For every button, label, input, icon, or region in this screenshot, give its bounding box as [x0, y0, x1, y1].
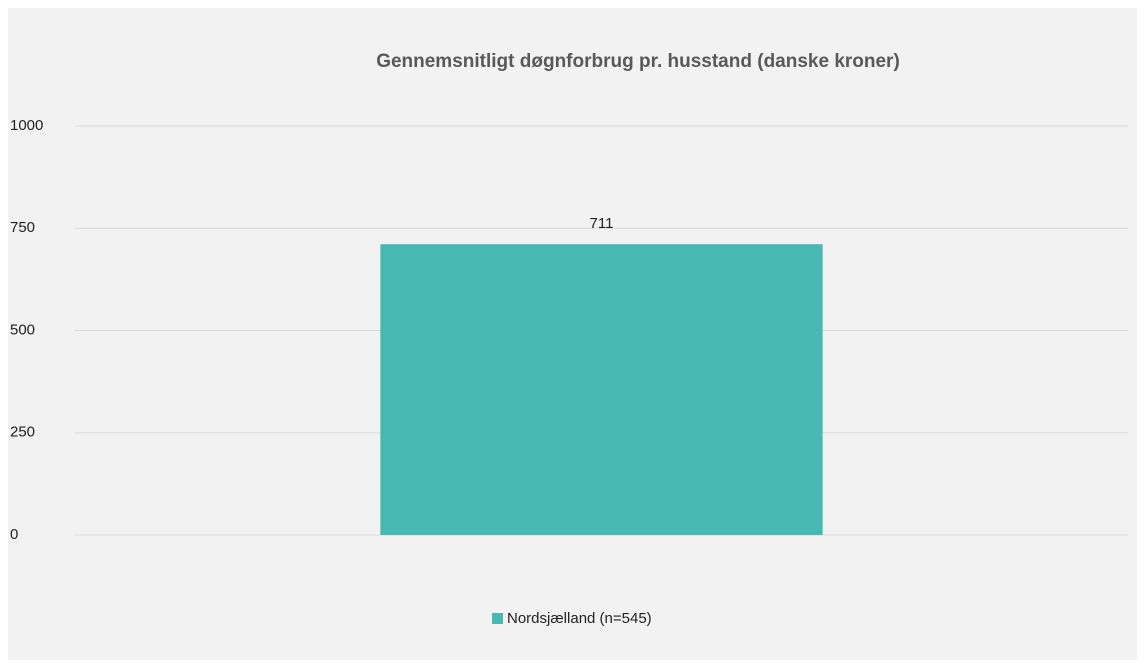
y-tick-label: 250: [10, 424, 35, 441]
y-tick-label: 0: [10, 526, 18, 543]
y-tick-label: 1000: [10, 117, 43, 134]
legend-swatch: [492, 613, 503, 624]
data-label: 711: [590, 215, 614, 232]
y-tick-label: 750: [10, 219, 35, 236]
chart-title: Gennemsnitligt døgnforbrug pr. husstand …: [376, 51, 900, 72]
y-tick-label: 500: [10, 321, 35, 338]
bar: [380, 244, 823, 536]
legend-label: Nordsjælland (n=545): [507, 610, 652, 627]
